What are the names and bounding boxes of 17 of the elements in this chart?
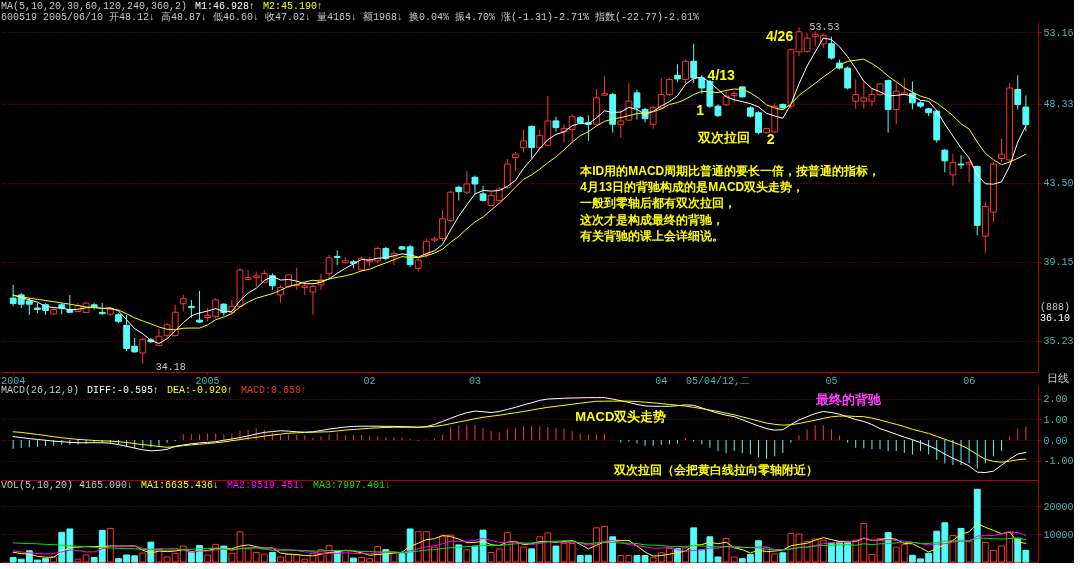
annotation: 双次拉回（会把黄白线拉向零轴附近） (612, 463, 818, 477)
legend-title: MACD(26,12,9) (1, 385, 80, 396)
text: MA3:7997.401↓ (313, 480, 392, 491)
text: MACD:0.650↑ (241, 385, 308, 396)
y-tick-label: 1.00 (1043, 414, 1068, 426)
text: DIFF:-0.595↑ (87, 385, 160, 396)
y-tick-label: 20000 (1043, 501, 1074, 513)
annotation: MACD双头走势 (575, 409, 667, 424)
annotation: 最终的背驰 (814, 392, 882, 407)
y-tick-label: 0.00 (1043, 435, 1068, 447)
y-tick-label: 2.00 (1043, 394, 1068, 406)
text: MA2:9519.451↓ (227, 480, 306, 491)
legend-title: VOL(5,10,20) 4165.090↓ (1, 480, 134, 491)
text: MA1:6635.436↓ (141, 480, 220, 491)
y-tick-label: -1.00 (1043, 456, 1074, 468)
y-tick-label: 10000 (1043, 529, 1074, 541)
text: DEA:-0.920↑ (167, 385, 234, 396)
